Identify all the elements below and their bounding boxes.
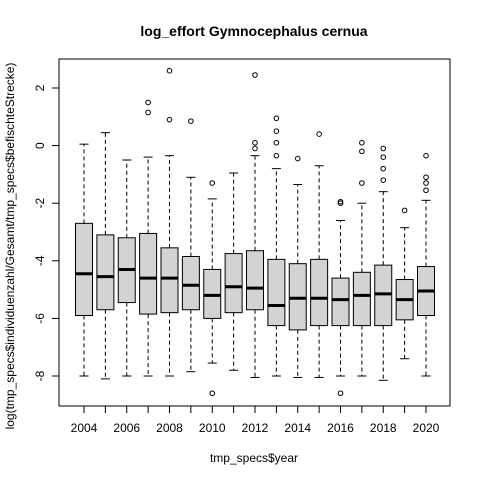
outlier-point — [380, 165, 387, 172]
x-tick-label: 2004 — [71, 421, 98, 435]
outlier-point — [380, 154, 387, 160]
outlier-point — [423, 187, 429, 194]
outlier-point — [359, 148, 365, 155]
box-2007 — [139, 99, 158, 377]
outlier-point — [252, 139, 258, 146]
outlier-point — [294, 155, 301, 162]
y-axis-label: log(tmp_specs$individuenzahl/Gesamt/tmp_… — [3, 63, 17, 430]
outlier-point — [166, 116, 173, 123]
outlier-point — [423, 174, 429, 181]
box-2014 — [288, 155, 307, 378]
x-tick-label: 2012 — [242, 421, 269, 435]
y-tick-label: -8 — [33, 370, 47, 381]
outlier-point — [209, 180, 216, 186]
boxes — [75, 67, 435, 397]
x-tick-label: 2010 — [199, 421, 226, 435]
box-2005 — [96, 132, 115, 380]
outlier-point — [316, 131, 322, 137]
box-iqr — [310, 258, 329, 327]
box-2004 — [75, 143, 93, 377]
x-axis: 2004 2006 2008 2010 2012 2014 2016 2018 2020 — [71, 405, 440, 435]
outlier-point — [380, 145, 387, 152]
outlier-point — [423, 152, 429, 159]
outlier-point — [273, 139, 280, 146]
outlier-point — [359, 180, 365, 186]
chart-title: log_effort Gymnocephalus cernua — [140, 23, 367, 39]
x-tick-label: 2014 — [284, 421, 311, 435]
outlier-point — [145, 109, 151, 116]
box-2012 — [246, 72, 264, 378]
box-iqr — [160, 247, 179, 314]
box-iqr — [75, 222, 93, 317]
outlier-point — [423, 180, 429, 186]
box-iqr — [139, 232, 158, 315]
outlier-point — [188, 118, 194, 124]
box-2019 — [395, 207, 414, 360]
x-tick-label: 2006 — [113, 421, 140, 435]
box-2015 — [310, 131, 329, 378]
box-iqr — [246, 250, 264, 311]
box-2016 — [331, 198, 350, 397]
box-iqr — [224, 253, 243, 314]
box-iqr — [331, 277, 350, 327]
box-2013 — [267, 115, 286, 377]
outlier-point — [380, 177, 387, 183]
outlier-point — [273, 128, 280, 134]
box-2006 — [117, 159, 136, 377]
x-tick-label: 2016 — [327, 421, 354, 435]
outlier-point — [166, 67, 173, 74]
box-2011 — [224, 172, 243, 371]
x-tick-label: 2008 — [156, 421, 183, 435]
x-tick-label: 2020 — [413, 421, 440, 435]
y-tick-label: -6 — [33, 313, 47, 324]
x-tick-label: 2018 — [370, 421, 397, 435]
y-tick-label: -4 — [33, 255, 47, 266]
outlier-point — [273, 115, 280, 122]
box-2010 — [203, 180, 222, 397]
outlier-point — [401, 207, 408, 214]
y-tick-label: 2 — [33, 84, 47, 91]
outlier-point — [252, 145, 258, 152]
box-iqr — [352, 271, 371, 327]
outlier-point — [145, 99, 151, 106]
outlier-point — [252, 72, 258, 78]
box-2020 — [417, 152, 435, 377]
box-2008 — [160, 67, 179, 377]
box-2018 — [374, 145, 393, 381]
outlier-point — [337, 390, 344, 397]
x-axis-label: tmp_specs$year — [210, 451, 298, 465]
outlier-point — [209, 390, 216, 397]
box-iqr — [181, 255, 200, 311]
y-axis: -8 -6 -4 -2 0 2 — [33, 84, 60, 381]
box-iqr — [96, 234, 115, 311]
box-2009 — [181, 118, 200, 373]
outlier-point — [273, 152, 280, 159]
outlier-point — [359, 139, 365, 146]
box-iqr — [267, 258, 286, 327]
box-2017 — [352, 139, 371, 377]
y-tick-label: 0 — [33, 142, 47, 149]
y-tick-label: -2 — [33, 198, 47, 209]
outlier-point — [337, 200, 344, 206]
